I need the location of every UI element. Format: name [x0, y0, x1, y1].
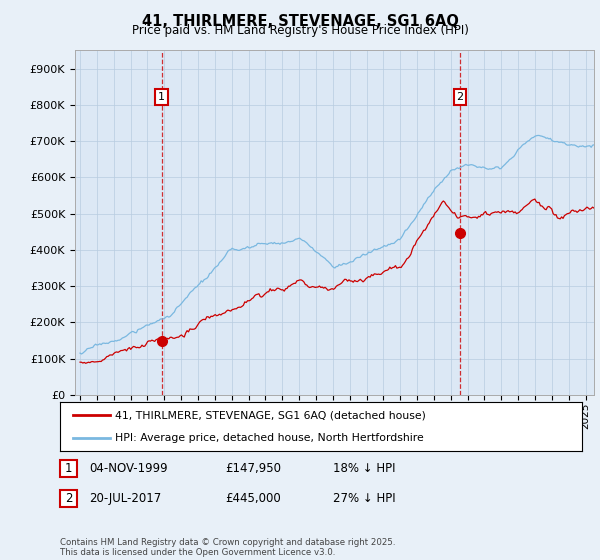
Text: 1: 1 — [65, 462, 72, 475]
Text: 18% ↓ HPI: 18% ↓ HPI — [333, 462, 395, 475]
Text: 2: 2 — [65, 492, 72, 505]
Text: Contains HM Land Registry data © Crown copyright and database right 2025.
This d: Contains HM Land Registry data © Crown c… — [60, 538, 395, 557]
Text: 41, THIRLMERE, STEVENAGE, SG1 6AQ (detached house): 41, THIRLMERE, STEVENAGE, SG1 6AQ (detac… — [115, 410, 425, 421]
Text: 20-JUL-2017: 20-JUL-2017 — [89, 492, 161, 505]
Text: £147,950: £147,950 — [225, 462, 281, 475]
Text: 2: 2 — [457, 92, 464, 102]
Text: 1: 1 — [158, 92, 165, 102]
Text: Price paid vs. HM Land Registry's House Price Index (HPI): Price paid vs. HM Land Registry's House … — [131, 24, 469, 37]
Text: 04-NOV-1999: 04-NOV-1999 — [89, 462, 167, 475]
Text: HPI: Average price, detached house, North Hertfordshire: HPI: Average price, detached house, Nort… — [115, 433, 424, 444]
Text: 41, THIRLMERE, STEVENAGE, SG1 6AQ: 41, THIRLMERE, STEVENAGE, SG1 6AQ — [142, 14, 458, 29]
Text: £445,000: £445,000 — [225, 492, 281, 505]
Text: 27% ↓ HPI: 27% ↓ HPI — [333, 492, 395, 505]
